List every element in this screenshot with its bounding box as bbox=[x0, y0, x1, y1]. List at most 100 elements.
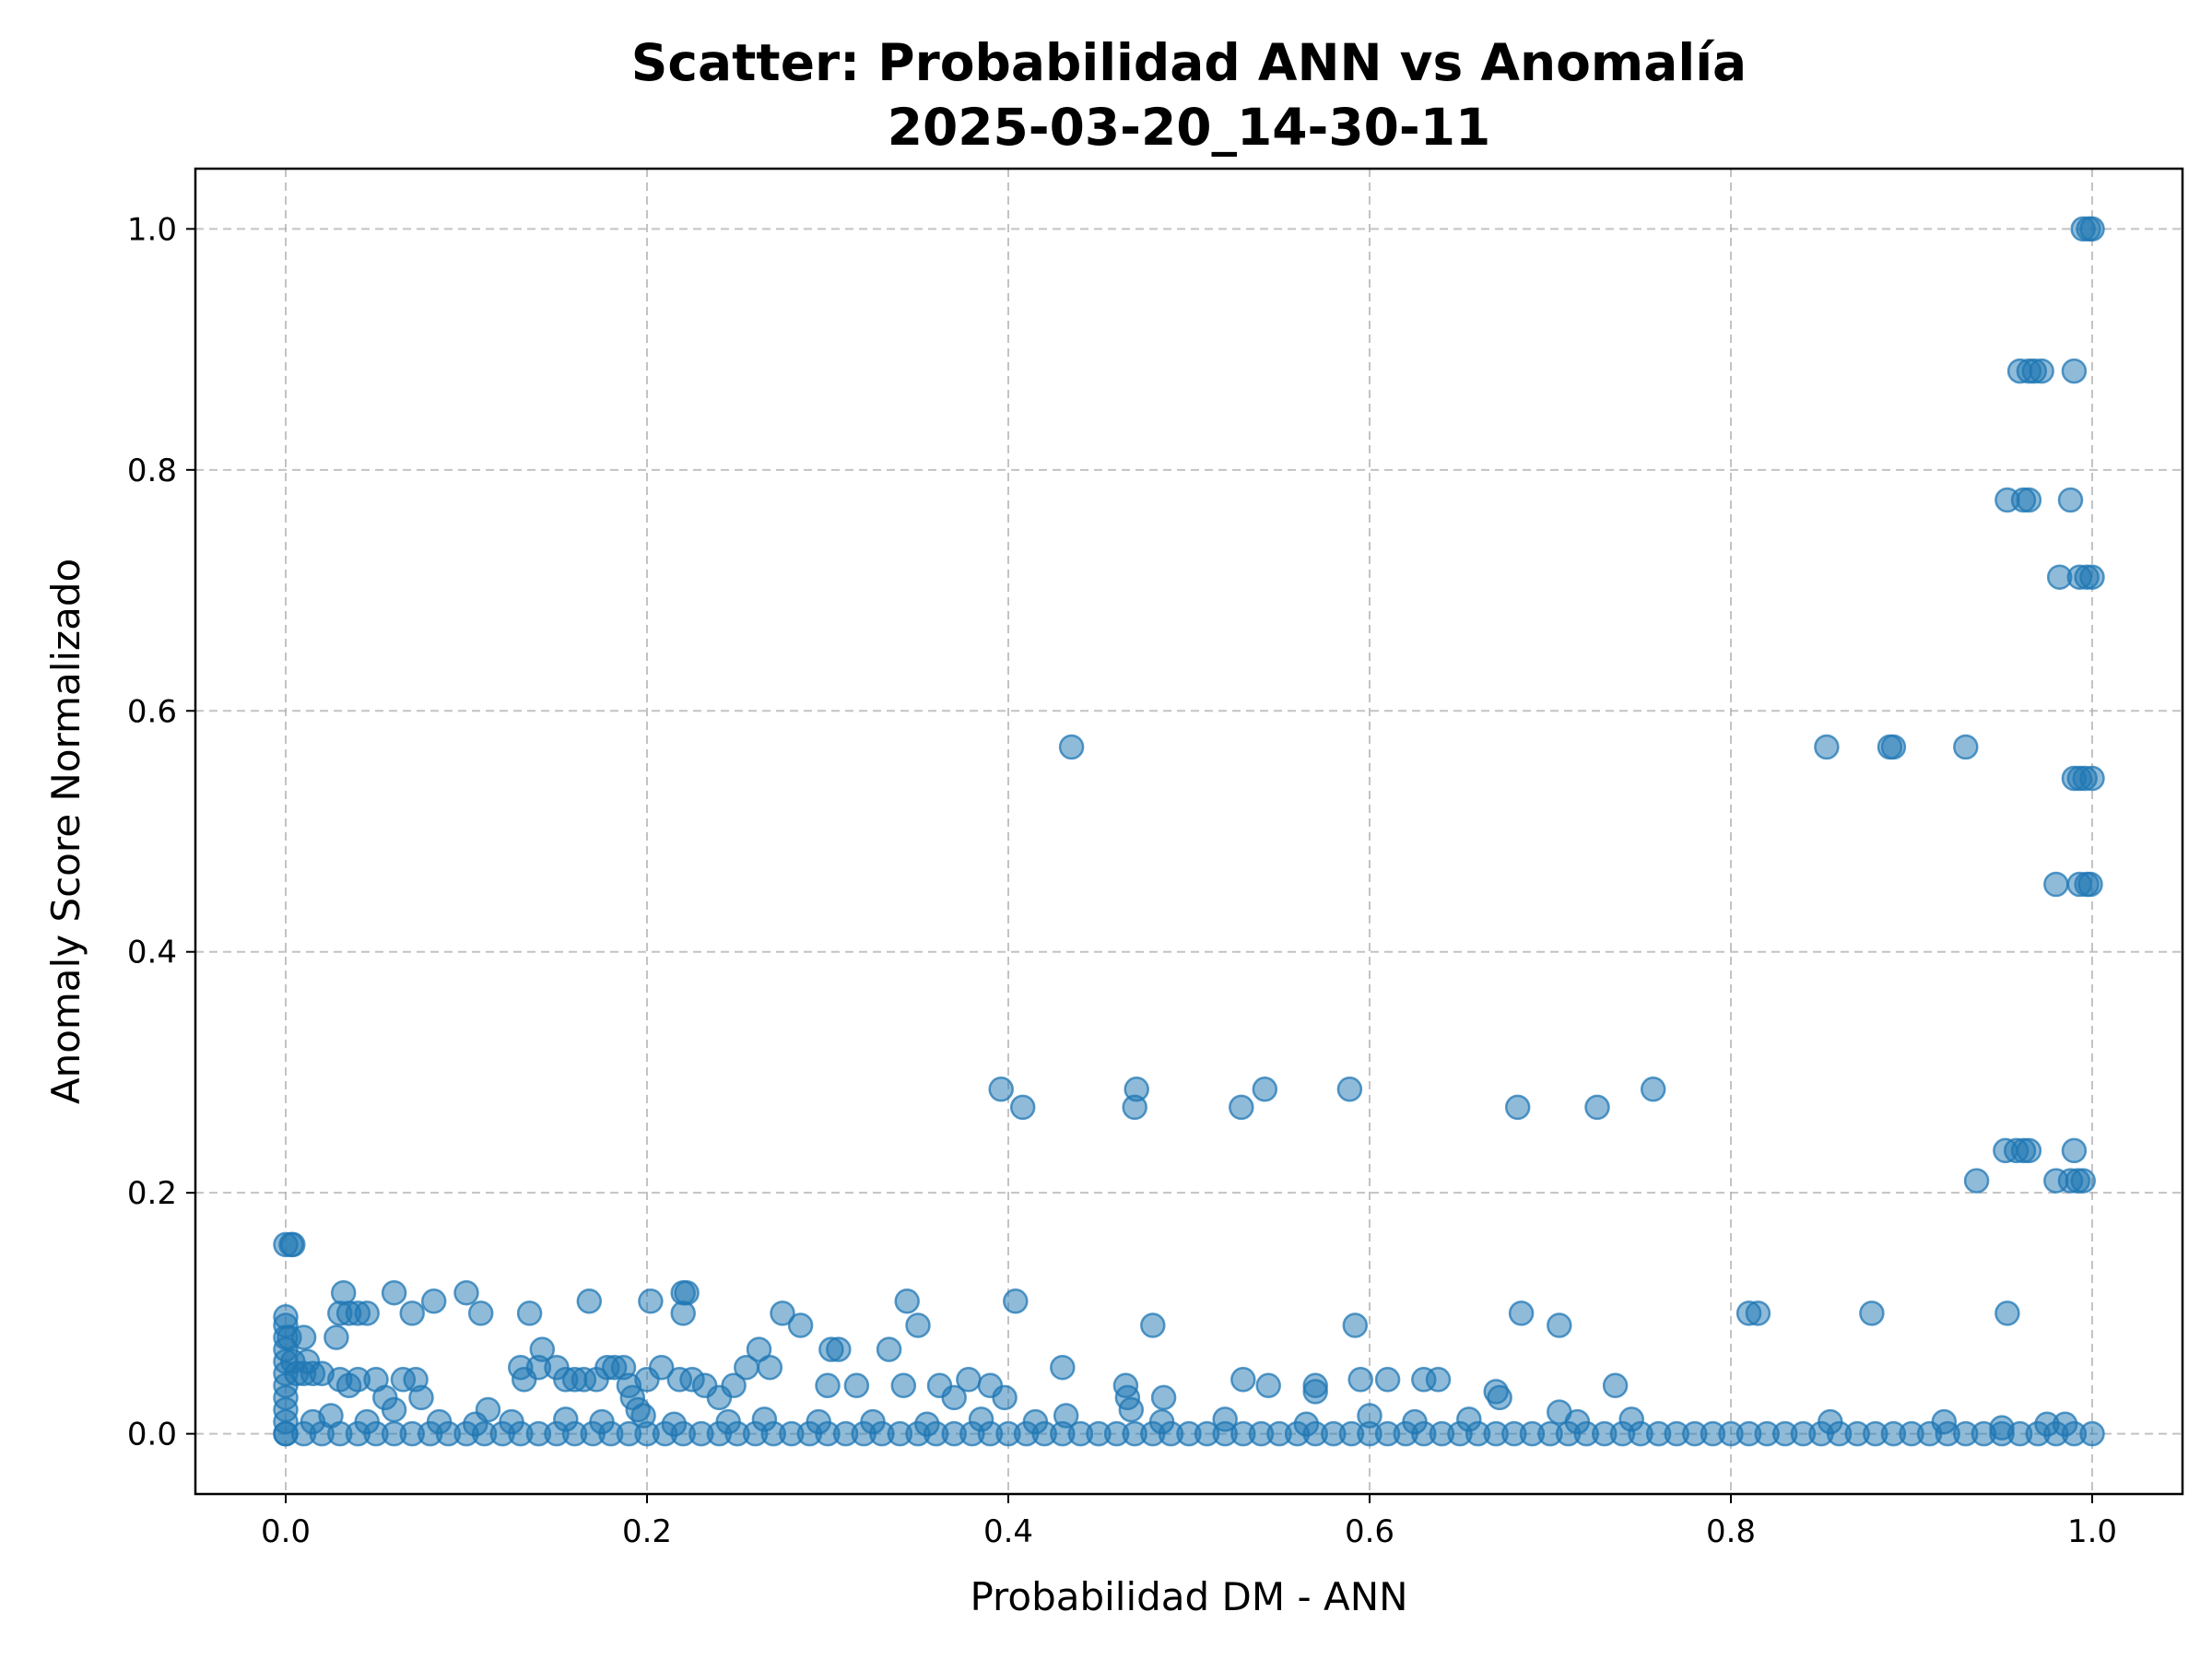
scatter-point bbox=[1058, 734, 1085, 760]
scatter-point bbox=[2029, 358, 2054, 384]
scatter-point bbox=[1745, 1300, 1771, 1326]
x-tick-label: 0.8 bbox=[1706, 1513, 1756, 1550]
scatter-point bbox=[420, 1288, 447, 1314]
scatter-point bbox=[876, 1336, 902, 1362]
scatter-point bbox=[2070, 1168, 2096, 1194]
scatter-point bbox=[354, 1408, 380, 1435]
scatter-point bbox=[992, 1384, 1018, 1411]
scatter-point bbox=[1504, 1094, 1531, 1121]
scatter-point bbox=[1953, 734, 1979, 760]
scatter-point bbox=[1402, 1408, 1428, 1435]
scatter-point bbox=[290, 1324, 317, 1350]
scatter-point bbox=[1818, 1408, 1843, 1435]
scatter-point bbox=[638, 1288, 664, 1314]
scatter-point bbox=[318, 1403, 344, 1429]
scatter-point bbox=[751, 1406, 778, 1432]
scatter-point bbox=[1022, 1408, 1049, 1435]
scatter-point bbox=[1487, 1384, 1512, 1411]
scatter-point bbox=[463, 1411, 488, 1437]
y-tick-label: 0.8 bbox=[127, 453, 177, 489]
x-axis-label: Probabilidad DM - ANN bbox=[970, 1574, 1407, 1619]
scatter-point bbox=[1229, 1094, 1254, 1121]
scatter-point bbox=[1148, 1408, 1175, 1435]
scatter-point bbox=[2079, 765, 2105, 792]
scatter-point bbox=[2057, 487, 2084, 513]
scatter-point bbox=[1602, 1372, 1629, 1399]
scatter-point bbox=[1584, 1094, 1610, 1121]
x-tick-label: 0.0 bbox=[261, 1513, 311, 1550]
scatter-point bbox=[715, 1408, 741, 1435]
scatter-point bbox=[1814, 734, 1840, 760]
scatter-point bbox=[381, 1396, 407, 1423]
y-tick-label: 1.0 bbox=[127, 211, 177, 248]
scatter-point bbox=[670, 1300, 696, 1326]
scatter-point bbox=[1255, 1372, 1281, 1399]
scatter-point bbox=[914, 1411, 940, 1437]
scatter-point bbox=[1994, 1300, 2020, 1326]
scatter-point bbox=[1357, 1403, 1382, 1429]
scatter-point bbox=[968, 1406, 994, 1432]
scatter-point bbox=[1640, 1077, 1666, 1102]
scatter-point bbox=[2061, 1137, 2088, 1164]
scatter-point bbox=[1374, 1367, 1401, 1393]
scatter-point bbox=[941, 1384, 967, 1411]
scatter-point bbox=[426, 1408, 453, 1435]
scatter-point bbox=[1347, 1367, 1373, 1393]
scatter-point bbox=[467, 1300, 494, 1326]
scatter-point bbox=[2077, 871, 2103, 898]
x-tick-label: 0.6 bbox=[1345, 1513, 1394, 1550]
scatter-point bbox=[988, 1077, 1014, 1102]
scatter-point bbox=[1302, 1379, 1328, 1405]
scatter-point bbox=[1456, 1406, 1482, 1432]
scatter-point bbox=[576, 1288, 603, 1314]
scatter-point bbox=[894, 1288, 920, 1314]
scatter-point bbox=[1564, 1408, 1591, 1435]
y-tick-label: 0.2 bbox=[127, 1175, 177, 1212]
scatter-point bbox=[1508, 1300, 1535, 1326]
scatter-point bbox=[721, 1372, 747, 1399]
scatter-point bbox=[399, 1300, 425, 1326]
scatter-point bbox=[746, 1336, 772, 1362]
x-tick-label: 1.0 bbox=[2067, 1513, 2117, 1550]
scatter-point bbox=[648, 1354, 675, 1381]
scatter-point bbox=[324, 1324, 349, 1350]
y-axis-ticks: 0.0 0.2 0.4 0.6 0.8 1.0 bbox=[127, 211, 195, 1453]
scatter-point bbox=[2061, 358, 2088, 384]
y-tick-label: 0.6 bbox=[127, 693, 177, 730]
plot-area bbox=[194, 167, 2184, 1496]
scatter-point bbox=[1336, 1077, 1363, 1102]
y-axis-label: Anomaly Score Normalizado bbox=[43, 559, 88, 1104]
scatter-point bbox=[905, 1312, 931, 1338]
y-tick-label: 0.4 bbox=[127, 935, 177, 971]
scatter-point bbox=[2016, 487, 2042, 513]
scatter-point bbox=[1050, 1354, 1076, 1381]
scatter-point bbox=[1859, 1300, 1885, 1326]
scatter-point bbox=[630, 1403, 656, 1429]
scatter-point bbox=[1140, 1312, 1166, 1338]
scatter-point bbox=[1880, 734, 1907, 760]
scatter-point bbox=[1931, 1408, 1958, 1435]
chart-title: Scatter: Probabilidad ANN vs Anomalía bbox=[631, 33, 1747, 92]
scatter-point bbox=[1252, 1077, 1278, 1102]
scatter-point bbox=[516, 1300, 543, 1326]
scatter-point bbox=[757, 1354, 783, 1381]
x-tick-label: 0.2 bbox=[622, 1513, 672, 1550]
scatter-point bbox=[1547, 1312, 1572, 1338]
scatter-point bbox=[843, 1372, 870, 1399]
scatter-point bbox=[1009, 1094, 1036, 1121]
scatter-point bbox=[956, 1367, 982, 1393]
scatter-point bbox=[1122, 1094, 1147, 1121]
scatter-point bbox=[806, 1408, 831, 1435]
grid bbox=[195, 169, 2183, 1494]
scatter-point bbox=[2079, 564, 2105, 590]
scatter-point bbox=[2016, 1137, 2042, 1164]
scatter-point bbox=[381, 1279, 407, 1306]
scatter-point bbox=[1425, 1367, 1452, 1393]
scatter-point bbox=[1618, 1406, 1644, 1432]
scatter-point bbox=[499, 1408, 524, 1435]
scatter-point bbox=[770, 1300, 795, 1326]
scatter-point bbox=[354, 1300, 380, 1326]
scatter-point bbox=[280, 1231, 306, 1258]
scatter-point bbox=[1342, 1312, 1369, 1338]
